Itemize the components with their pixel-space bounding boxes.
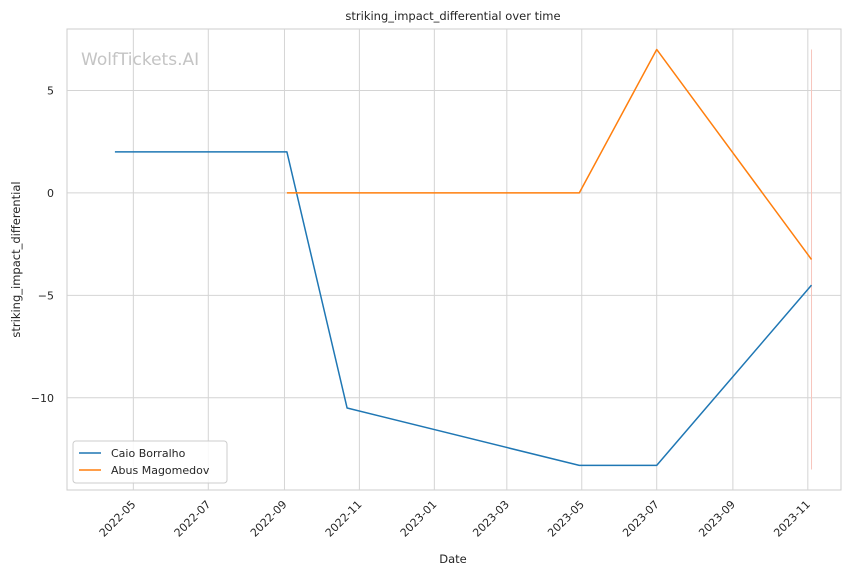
y-tick-label: 5: [47, 84, 54, 97]
x-tick-label: 2023-03: [470, 498, 512, 540]
series-line-abus-magomedov: [286, 48, 813, 260]
legend-label-abus-magomedov: Abus Magomedov: [111, 464, 210, 477]
y-axis-title: striking_impact_differential: [9, 181, 23, 337]
x-tick-label: 2023-09: [696, 498, 738, 540]
x-tick-label: 2023-01: [398, 498, 440, 540]
x-gridlines: [132, 29, 809, 490]
y-tick-label: 0: [47, 187, 54, 200]
watermark: WolfTickets.AI: [81, 50, 199, 70]
x-tick-label: 2022-07: [172, 498, 214, 540]
x-tick-label: 2023-07: [620, 498, 662, 540]
y-tick-label: −10: [31, 392, 54, 405]
y-gridlines: [67, 89, 841, 399]
legend: Caio Borralho Abus Magomedov: [72, 440, 228, 484]
chart-title: striking_impact_differential over time: [345, 9, 560, 23]
x-tick-label: 2022-05: [97, 498, 139, 540]
x-tick-label: 2023-05: [545, 498, 587, 540]
x-tick-labels: 2022-05 2022-07 2022-09 2022-11 2023-01 2023-…: [97, 498, 813, 540]
x-axis-title: Date: [439, 552, 467, 566]
x-tick-label: 2023-11: [771, 498, 813, 540]
series-line-caio-borralho: [114, 151, 813, 467]
y-tick-labels: 5 0 −5 −10: [31, 84, 54, 404]
plot-area: [66, 28, 842, 491]
series-layer: [114, 48, 813, 467]
y-tick-label: −5: [38, 289, 54, 302]
x-tick-label: 2022-09: [248, 498, 290, 540]
x-tick-label: 2022-11: [323, 498, 365, 540]
legend-box: [72, 440, 228, 484]
legend-label-caio-borralho: Caio Borralho: [111, 447, 186, 460]
